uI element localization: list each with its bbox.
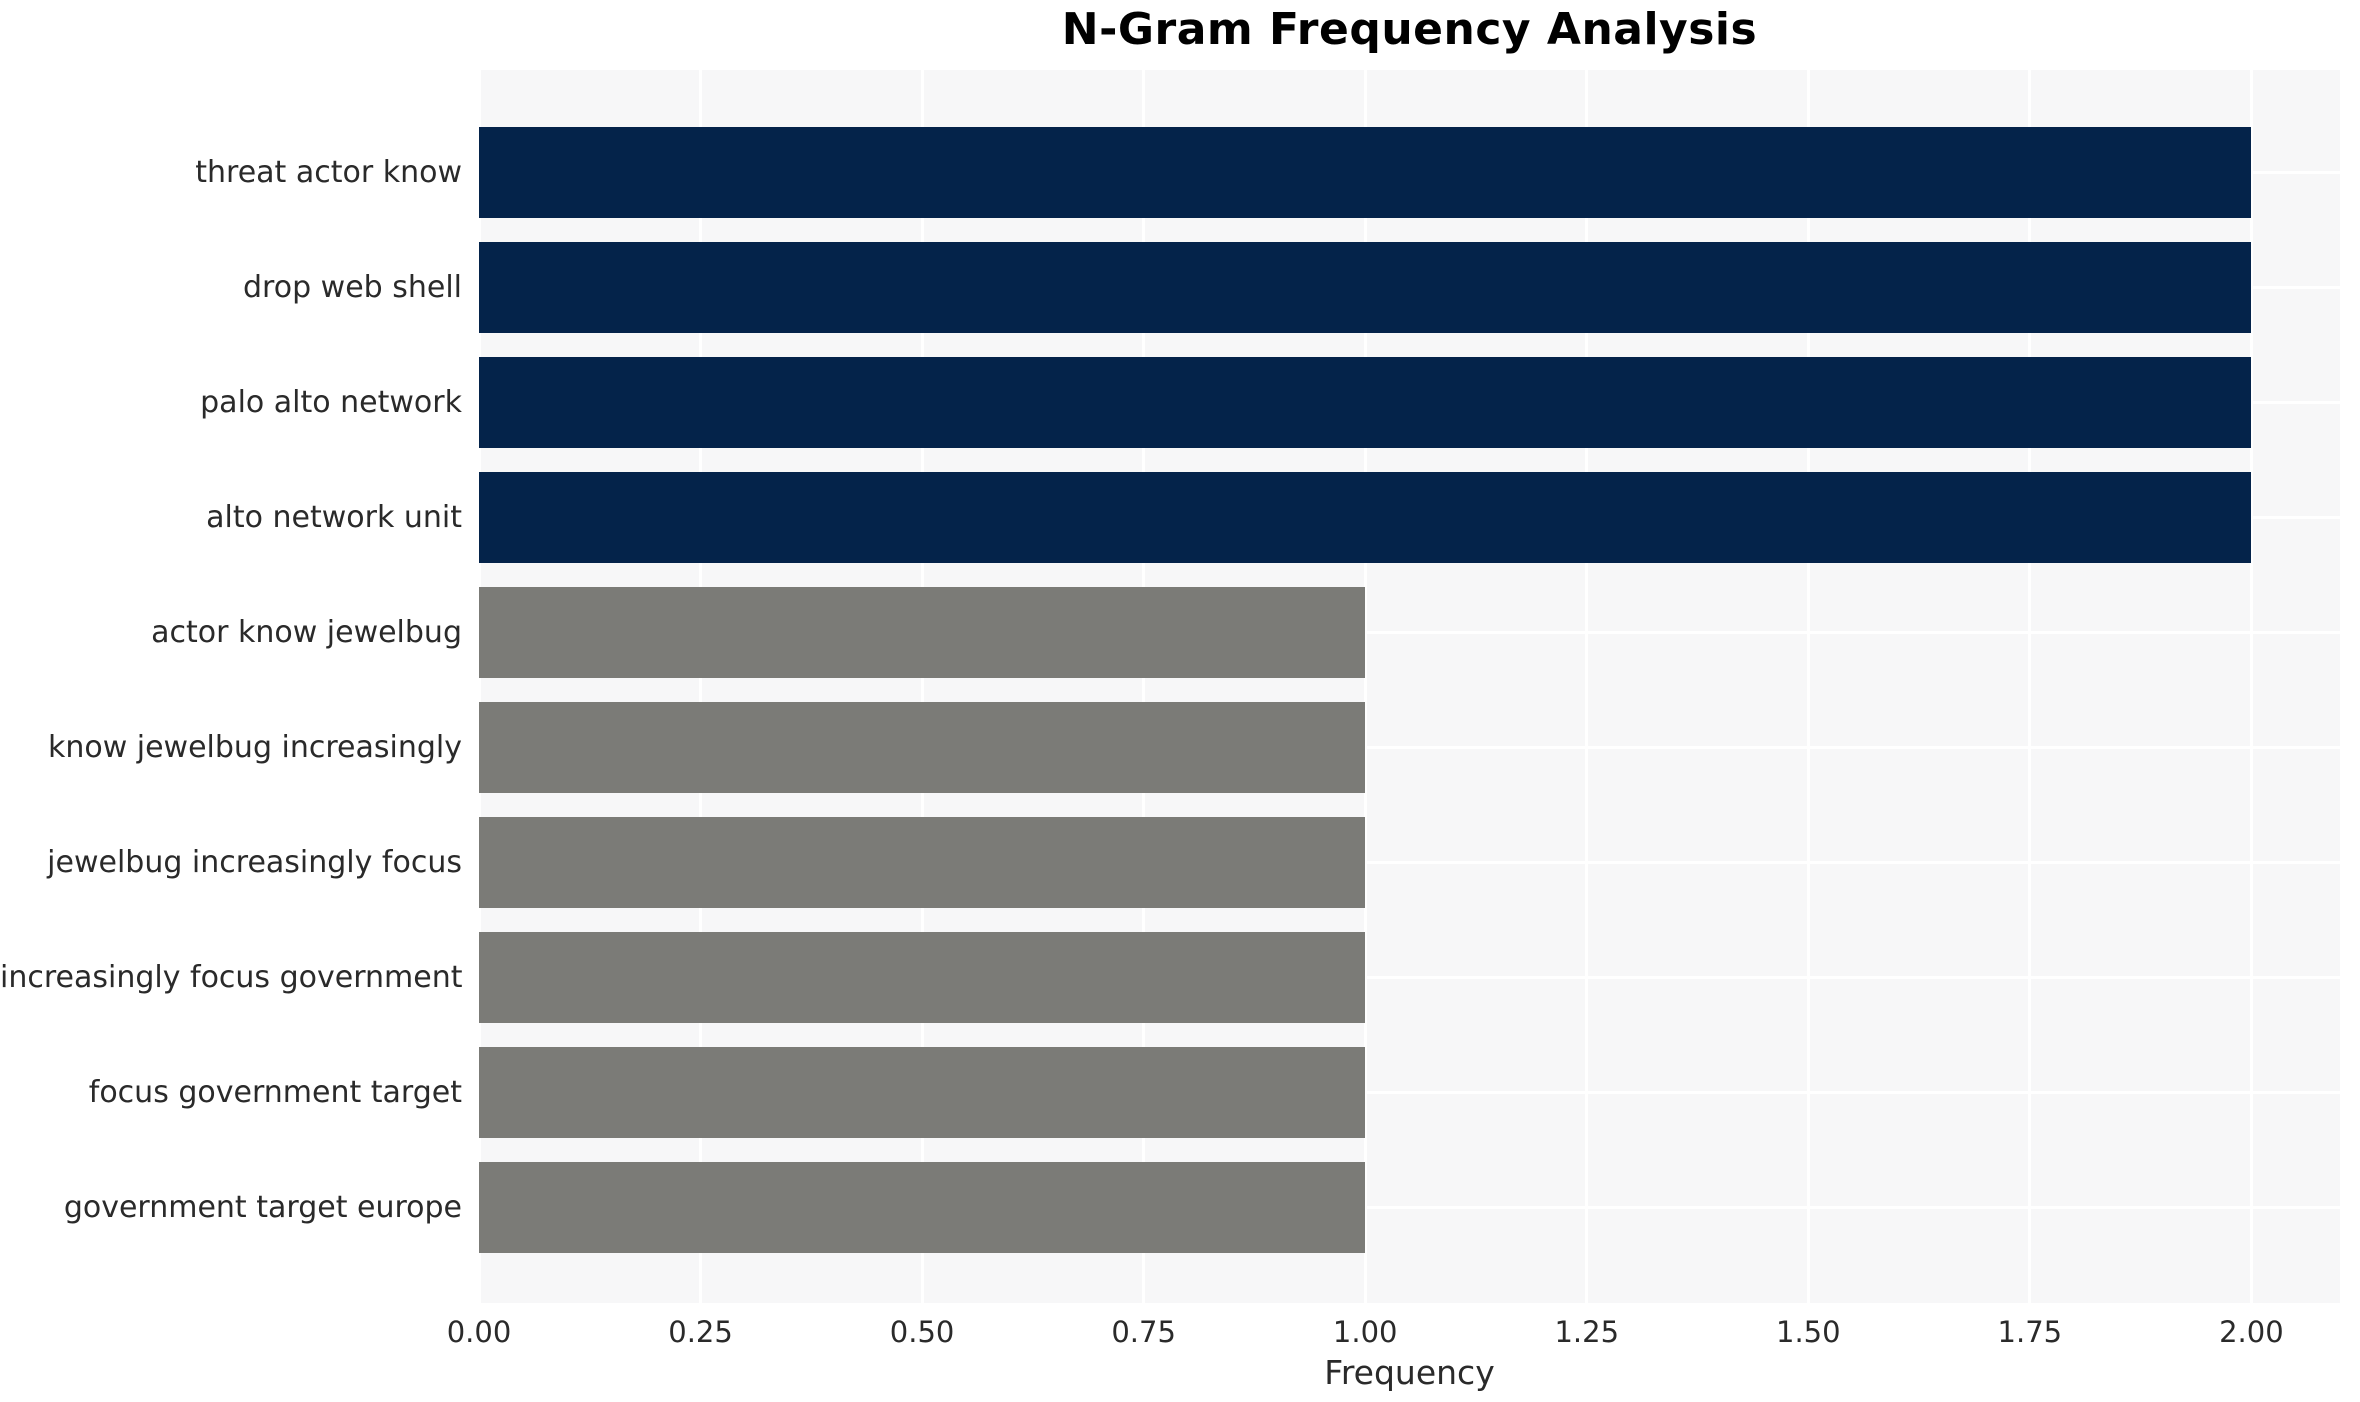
y-tick-label: alto network unit bbox=[206, 499, 462, 535]
gridline-horizontal bbox=[479, 1091, 2340, 1094]
x-tick-label: 0.00 bbox=[446, 1315, 512, 1349]
chart-title: N-Gram Frequency Analysis bbox=[1061, 4, 1758, 55]
x-tick-label: 1.50 bbox=[1775, 1315, 1841, 1349]
plot-area bbox=[479, 70, 2340, 1303]
gridline-horizontal bbox=[479, 631, 2340, 634]
bar bbox=[479, 817, 1366, 908]
gridline-vertical bbox=[2028, 70, 2032, 1303]
gridline-vertical bbox=[1806, 70, 1810, 1303]
bar bbox=[479, 357, 2252, 448]
bar bbox=[479, 587, 1366, 678]
bar bbox=[479, 702, 1366, 793]
bar bbox=[479, 1047, 1366, 1138]
gridline-vertical bbox=[1363, 70, 1367, 1303]
gridline-vertical bbox=[1585, 70, 1589, 1303]
x-tick-label: 2.00 bbox=[2219, 1315, 2284, 1349]
gridline-vertical bbox=[1142, 70, 1146, 1303]
gridline-vertical bbox=[479, 70, 481, 1303]
bar bbox=[479, 127, 2252, 218]
y-tick-label: know jewelbug increasingly bbox=[47, 729, 462, 765]
y-tick-label: government target europe bbox=[63, 1189, 462, 1225]
y-tick-label: jewelbug increasingly focus bbox=[47, 844, 462, 880]
x-tick-label: 1.25 bbox=[1554, 1315, 1620, 1349]
y-tick-label: actor know jewelbug bbox=[151, 614, 462, 650]
gridline-horizontal bbox=[479, 746, 2340, 749]
x-tick-label: 0.25 bbox=[668, 1315, 733, 1349]
x-tick-label: 0.75 bbox=[1111, 1315, 1176, 1349]
y-tick-label: focus government target bbox=[88, 1074, 462, 1110]
y-tick-label: threat actor know bbox=[195, 154, 462, 190]
x-axis-title: Frequency bbox=[1324, 1353, 1495, 1392]
x-tick-label: 1.75 bbox=[1997, 1315, 2063, 1349]
gridline-horizontal bbox=[479, 976, 2340, 979]
gridline-horizontal bbox=[479, 1206, 2340, 1209]
bar bbox=[479, 472, 2252, 563]
gridline-horizontal bbox=[479, 861, 2340, 864]
bar bbox=[479, 242, 2252, 333]
bar bbox=[479, 1162, 1366, 1253]
y-tick-label: increasingly focus government bbox=[0, 959, 463, 995]
x-tick-label: 0.50 bbox=[889, 1315, 955, 1349]
gridline-vertical bbox=[699, 70, 703, 1303]
y-tick-label: drop web shell bbox=[243, 269, 462, 305]
gridline-vertical bbox=[920, 70, 924, 1303]
x-tick-label: 1.00 bbox=[1332, 1315, 1398, 1349]
bar bbox=[479, 932, 1366, 1023]
gridline-vertical bbox=[2249, 70, 2253, 1303]
y-tick-label: palo alto network bbox=[200, 384, 462, 420]
